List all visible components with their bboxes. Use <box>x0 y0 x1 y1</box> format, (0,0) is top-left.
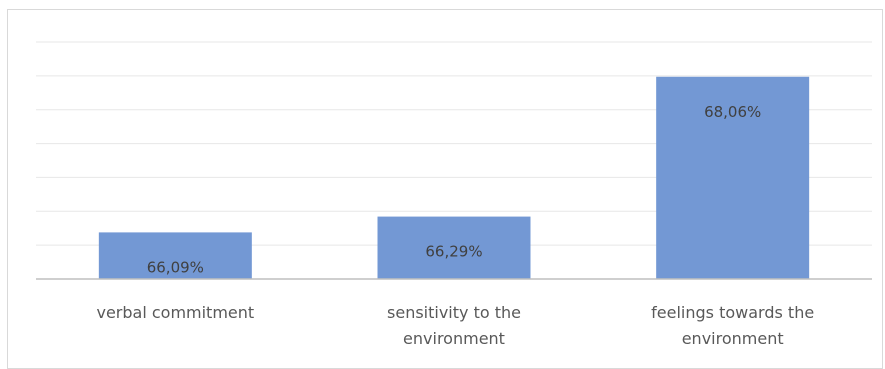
category-label: feelings towards the environment <box>651 303 814 348</box>
category-label: verbal commitment <box>96 303 254 322</box>
bar <box>98 232 252 279</box>
category-label: sensitivity to the environment <box>387 303 521 348</box>
bars <box>98 76 810 279</box>
data-label: 66,29% <box>425 243 482 261</box>
bar <box>656 76 810 279</box>
category-labels: verbal commitment sensitivity to the envir… <box>96 303 814 348</box>
data-labels: 66,09% 66,29% 68,06% <box>147 103 762 277</box>
bar <box>377 216 531 279</box>
data-label: 66,09% <box>147 258 204 276</box>
data-label: 68,06% <box>704 103 761 121</box>
